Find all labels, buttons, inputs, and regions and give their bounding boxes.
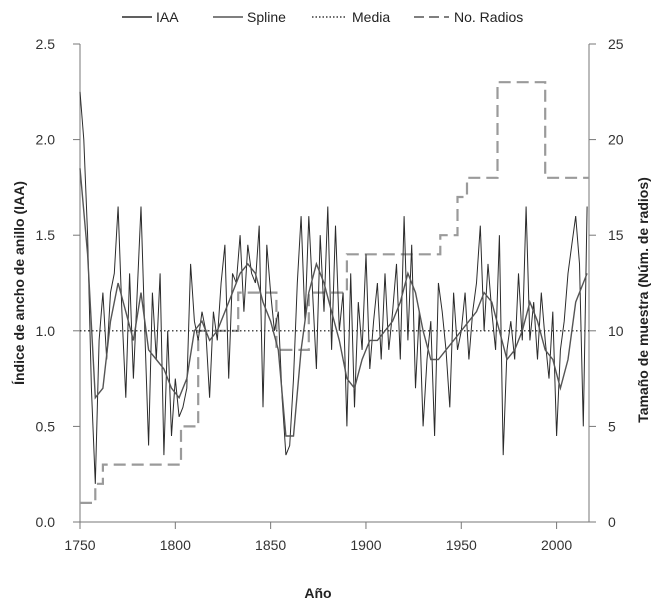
legend-radios-label: No. Radios [454, 9, 523, 25]
spline-series-line [79, 168, 588, 437]
right-y-tick-label: 20 [608, 132, 624, 148]
right-y-tick-label: 10 [608, 323, 624, 339]
iaa-series-line [79, 91, 588, 484]
axis-tick-labels: 1750 1800 1850 1900 1950 2000 0.0 0.5 1.0 1.5 2.0 2… [36, 36, 624, 553]
x-tick-label: 1800 [160, 537, 191, 553]
radios-series-line [80, 81, 589, 504]
left-y-tick-label: 0.0 [36, 514, 56, 530]
right-y-tick-label: 15 [608, 227, 624, 243]
x-tick-label: 1750 [64, 537, 95, 553]
right-y-tick-label: 25 [608, 36, 624, 52]
x-tick-label: 2000 [541, 537, 572, 553]
x-tick-label: 1900 [350, 537, 381, 553]
right-y-tick-label: 0 [608, 514, 616, 530]
axis-ticks [73, 43, 596, 529]
plot-frame [79, 44, 590, 523]
left-y-tick-label: 2.0 [36, 132, 56, 148]
right-y-axis-title: Tamaño de muestra (Núm. de radios) [635, 177, 651, 423]
series-layer [79, 81, 589, 504]
left-y-tick-label: 2.5 [36, 36, 56, 52]
left-y-tick-label: 1.0 [36, 323, 56, 339]
legend-media-label: Media [352, 9, 390, 25]
x-axis-title: Año [304, 585, 331, 601]
left-y-tick-label: 1.5 [36, 227, 56, 243]
right-y-tick-label: 5 [608, 418, 616, 434]
left-y-tick-label: 0.5 [36, 418, 56, 434]
legend-iaa-label: IAA [156, 9, 179, 25]
legend-spline-label: Spline [247, 9, 286, 25]
legend: IAA Spline Media No. Radios [122, 9, 523, 25]
x-tick-label: 1850 [255, 537, 286, 553]
x-tick-label: 1950 [446, 537, 477, 553]
left-y-axis-title: Índice de ancho de anillo (IAA) [11, 181, 27, 385]
